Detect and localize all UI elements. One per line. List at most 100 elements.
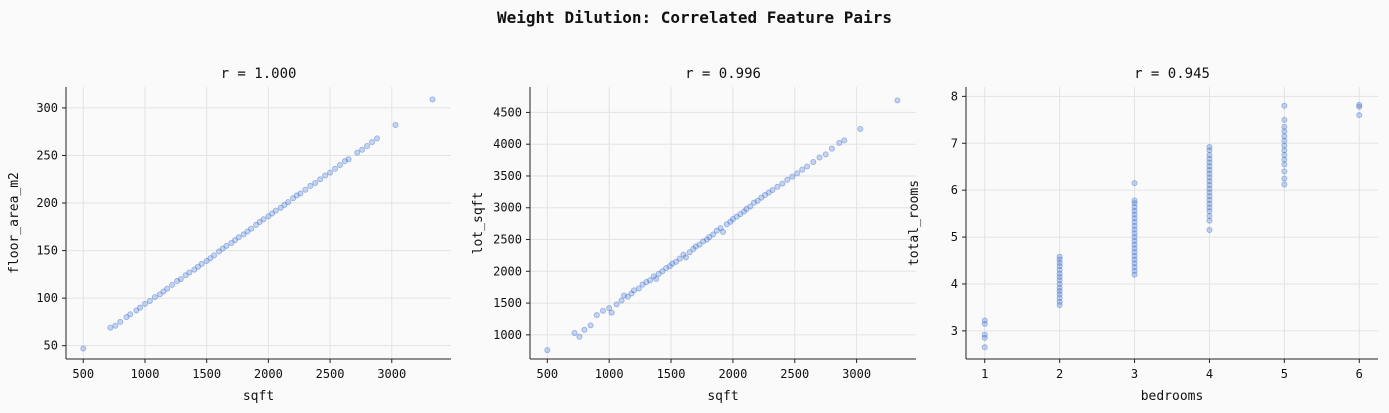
- y-axis-label: total_rooms: [907, 180, 922, 266]
- data-point: [429, 96, 436, 103]
- data-point: [1206, 163, 1213, 170]
- data-point: [690, 246, 697, 253]
- data-point: [1206, 193, 1213, 200]
- data-point: [804, 163, 811, 170]
- data-point: [244, 228, 251, 235]
- data-point: [1206, 159, 1213, 166]
- data-point: [141, 300, 148, 307]
- data-point: [216, 248, 223, 255]
- data-point: [606, 305, 613, 312]
- data-point: [223, 242, 230, 249]
- data-point: [628, 290, 635, 297]
- data-point: [1056, 259, 1063, 266]
- data-point: [981, 317, 988, 324]
- data-point: [576, 333, 583, 340]
- data-point: [364, 142, 371, 149]
- data-point: [1131, 237, 1138, 244]
- data-point: [794, 170, 801, 177]
- data-point: [1281, 147, 1288, 154]
- data-point: [312, 180, 319, 187]
- data-point: [1281, 156, 1288, 163]
- data-point: [593, 312, 600, 319]
- y-tick-label: 2500: [493, 233, 522, 247]
- data-point: [618, 297, 625, 304]
- data-point: [1206, 200, 1213, 207]
- data-point: [1206, 227, 1213, 234]
- data-point: [857, 125, 864, 132]
- y-tick-label: 4500: [493, 105, 522, 119]
- data-point: [272, 207, 279, 214]
- data-point: [733, 213, 740, 220]
- data-point: [1131, 264, 1138, 271]
- data-point: [1131, 249, 1138, 256]
- data-point: [302, 186, 309, 193]
- data-point: [608, 309, 615, 316]
- data-point: [635, 285, 642, 292]
- data-point: [1131, 256, 1138, 263]
- data-point: [981, 331, 988, 338]
- x-tick-label: 4: [1206, 367, 1213, 381]
- data-point: [1056, 302, 1063, 309]
- data-point: [758, 194, 765, 201]
- data-point: [248, 225, 255, 232]
- data-point: [1056, 291, 1063, 298]
- data-point: [307, 182, 314, 189]
- data-point: [710, 231, 717, 238]
- y-tick-label: 5: [951, 230, 958, 244]
- data-point: [713, 227, 720, 234]
- data-point: [692, 243, 699, 250]
- data-point: [182, 272, 189, 279]
- data-point: [203, 258, 210, 265]
- data-point: [747, 203, 754, 210]
- data-point: [232, 237, 239, 244]
- data-point: [1131, 197, 1138, 204]
- y-axis-label: floor_area_m2: [7, 172, 22, 274]
- data-point: [1281, 116, 1288, 123]
- y-tick-label: 4: [951, 277, 958, 291]
- data-point: [1131, 234, 1138, 241]
- data-point: [789, 173, 796, 180]
- data-point: [1056, 266, 1063, 273]
- data-point: [1131, 219, 1138, 226]
- data-point: [682, 254, 689, 261]
- data-point: [723, 221, 730, 228]
- data-point: [836, 139, 843, 146]
- data-point: [198, 260, 205, 267]
- data-point: [290, 195, 297, 202]
- data-point: [1131, 204, 1138, 211]
- data-point: [1281, 175, 1288, 182]
- data-point: [137, 304, 144, 311]
- data-point: [1131, 215, 1138, 222]
- data-point: [1131, 267, 1138, 274]
- figure-title: Weight Dilution: Correlated Feature Pair…: [497, 8, 892, 27]
- data-point: [1056, 253, 1063, 260]
- scatter-panel-sqft-floor-area: 500 1000 1500 2000 2500 3000 50 100 150 200 250 300…: [7, 66, 451, 404]
- data-point: [981, 344, 988, 351]
- data-point: [1131, 226, 1138, 233]
- data-point: [587, 322, 594, 329]
- data-point: [1131, 260, 1138, 267]
- data-point: [277, 204, 284, 211]
- data-point: [1131, 211, 1138, 218]
- y-tick-label: 300: [36, 101, 58, 115]
- data-point: [1056, 280, 1063, 287]
- data-point: [207, 255, 214, 262]
- data-point: [1056, 284, 1063, 291]
- data-point: [195, 263, 202, 270]
- data-point: [1131, 241, 1138, 248]
- data-point: [1281, 168, 1288, 175]
- data-point: [1206, 151, 1213, 158]
- data-point: [297, 190, 304, 197]
- data-point: [1206, 170, 1213, 177]
- data-point: [354, 149, 361, 156]
- data-point: [369, 139, 376, 146]
- x-tick-label: 2500: [316, 367, 345, 381]
- data-point: [112, 322, 119, 329]
- data-point: [1356, 112, 1363, 119]
- data-point: [133, 307, 140, 314]
- data-point: [1281, 128, 1288, 135]
- data-point: [127, 311, 134, 318]
- data-point: [1131, 200, 1138, 207]
- data-point: [599, 307, 606, 314]
- data-point: [80, 345, 87, 352]
